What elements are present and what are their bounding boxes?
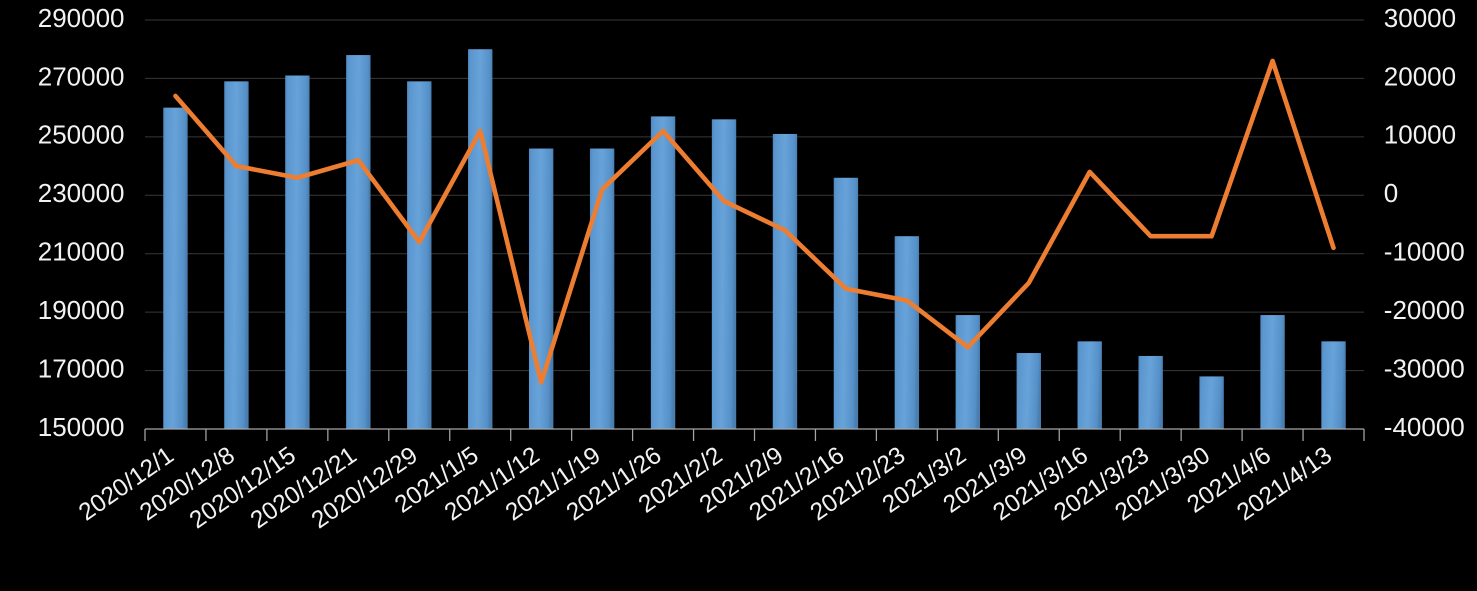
svg-text:-10000: -10000: [1384, 237, 1465, 267]
svg-text:170000: 170000: [38, 353, 125, 383]
svg-text:-30000: -30000: [1384, 353, 1465, 383]
svg-text:250000: 250000: [38, 120, 125, 150]
svg-text:190000: 190000: [38, 295, 125, 325]
svg-text:30000: 30000: [1384, 3, 1456, 33]
svg-text:290000: 290000: [38, 3, 125, 33]
svg-text:20000: 20000: [1384, 61, 1456, 91]
svg-text:10000: 10000: [1384, 120, 1456, 150]
svg-text:0: 0: [1384, 178, 1398, 208]
svg-text:210000: 210000: [38, 237, 125, 267]
svg-text:150000: 150000: [38, 412, 125, 442]
svg-text:230000: 230000: [38, 178, 125, 208]
svg-text:270000: 270000: [38, 61, 125, 91]
svg-text:-40000: -40000: [1384, 412, 1465, 442]
svg-text:-20000: -20000: [1384, 295, 1465, 325]
